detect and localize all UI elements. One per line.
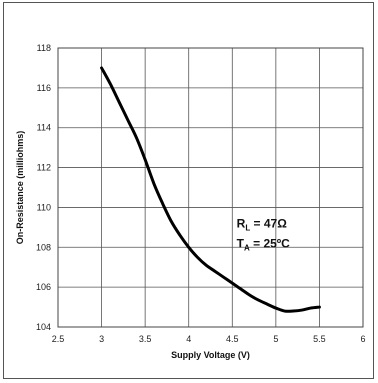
series-line [100,66,321,313]
y-tick-label: 118 [37,43,51,53]
y-tick-label: 114 [37,123,51,133]
plot-border [57,47,364,328]
annotation-ambient-temperature: TA = 25ºC [237,236,291,252]
x-axis-label: Supply Voltage (V) [171,350,250,360]
y-tick-label: 108 [36,242,51,252]
x-tick-label: 4 [186,334,191,344]
y-tick-label: 106 [36,282,51,292]
y-tick-label: 112 [37,163,51,173]
y-tick-label: 116 [37,83,51,93]
y-tick-label: 104 [36,322,51,332]
x-tick-label: 2.5 [52,334,65,344]
chart-frame: 2.5 3 3.5 4 4.5 5 5.5 6 104 106 108 110 112 114 116 11… [3,2,374,379]
y-axis-label: On-Resistance (milliohms) [15,131,25,245]
chart: 2.5 3 3.5 4 4.5 5 5.5 6 104 106 108 110 112 114 116 11… [15,43,366,360]
x-tick-label: 5.5 [313,334,326,344]
y-tick-label: 110 [37,202,51,212]
y-tick-labels: 104 106 108 110 112 114 116 118 [36,43,51,332]
x-tick-labels: 2.5 3 3.5 4 4.5 5 5.5 6 [52,334,366,344]
x-tick-label: 3.5 [139,334,152,344]
grid [57,47,364,328]
x-tick-label: 3 [99,334,104,344]
x-tick-label: 5 [273,334,278,344]
x-tick-label: 4.5 [226,334,239,344]
x-tick-label: 6 [360,334,365,344]
annotation-load-resistance: RL = 47Ω [237,216,288,232]
